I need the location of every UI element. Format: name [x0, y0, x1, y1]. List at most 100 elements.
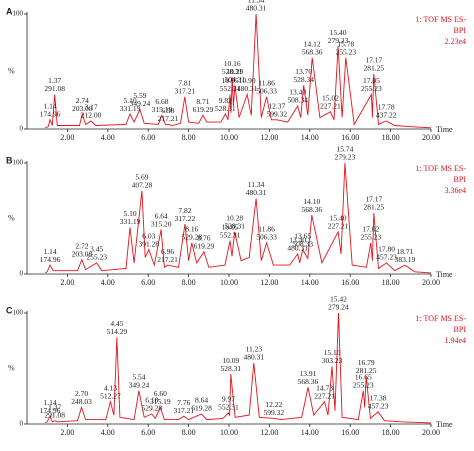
peak-mz: 315.19 [150, 397, 171, 406]
peak-mz: 528.34 [293, 75, 314, 84]
peak-mz: 514.29 [107, 327, 128, 336]
x-tick-label: 18.00 [382, 133, 400, 142]
peak-mz: 506.33 [256, 233, 277, 242]
peak-mz: 255.23 [86, 253, 107, 262]
peak-mz: 174.96 [40, 110, 61, 119]
peak-mz: 568.36 [298, 377, 319, 386]
peak-time: 9.82 [219, 96, 232, 105]
peak-time: 15.74 [337, 145, 354, 154]
x-tick-label: 14.00 [301, 278, 319, 287]
peak-mz: 203.08 [72, 249, 93, 258]
legend-text: BPI [454, 325, 467, 334]
x-tick-label: 20.00 [422, 428, 440, 437]
peak-time: 2.74 [76, 96, 89, 105]
legend-text: 1: TOF MS ES- [415, 314, 466, 323]
peak-mz: 281.25 [356, 366, 377, 375]
x-tick-label: 10.00 [220, 278, 238, 287]
y-axis-label: % [8, 213, 15, 222]
peak-time: 14.12 [304, 39, 321, 48]
peak-time: 15.40 [330, 28, 347, 37]
x-tick-label: 18.00 [382, 278, 400, 287]
peak-mz: 568.36 [302, 205, 323, 214]
peak-time: 9.97 [222, 395, 235, 404]
peak-mz: 317.22 [175, 214, 196, 223]
peak-mz: 217.21 [157, 255, 178, 264]
peak-mz: 281.25 [364, 64, 385, 73]
peak-time: 3.45 [90, 245, 103, 254]
legend-text: 1.94e4 [444, 336, 466, 345]
peak-mz: 281.25 [364, 203, 385, 212]
peak-time: 2.72 [75, 241, 88, 250]
peak-mz: 599.32 [267, 110, 288, 119]
peak-mz: 508.34 [287, 96, 308, 105]
peak-mz: 528.31 [224, 222, 245, 231]
peak-mz: 255.23 [361, 84, 382, 93]
peak-time: 4.45 [110, 319, 123, 328]
peak-time: 1.14 [43, 398, 56, 407]
x-tick-label: 20.00 [422, 133, 440, 142]
peak-mz: 174.96 [40, 406, 61, 415]
peak-mz: 255.23 [353, 380, 374, 389]
peak-mz: 528.31 [215, 104, 236, 113]
legend-text: 2.23e4 [444, 37, 466, 46]
peak-time: 5.69 [135, 172, 148, 181]
peak-mz: 529.28 [182, 233, 203, 242]
peak-time: 12.22 [265, 400, 282, 409]
x-tick-label: 10.00 [220, 428, 238, 437]
peak-time: 1.14 [43, 102, 56, 111]
x-tick-label: 16.00 [341, 133, 359, 142]
peak-time: 14.73 [316, 384, 333, 393]
x-tick-label: 4.00 [101, 278, 115, 287]
peak-time: 10.16 [224, 59, 241, 68]
peak-time: 15.42 [330, 295, 347, 304]
y-tick-label: 100 [13, 309, 24, 317]
peak-time: 6.68 [155, 97, 168, 106]
peak-time: 7.81 [178, 79, 191, 88]
peak-mz: 255.23 [360, 233, 381, 242]
peak-mz: 349.24 [130, 99, 151, 108]
panel-label: C [6, 305, 13, 315]
peak-mz: 317.21 [174, 87, 195, 96]
peak-mz: 248.03 [71, 397, 92, 406]
peak-mz: 217.21 [158, 114, 179, 123]
legend-text: 1: TOF MS ES- [415, 164, 466, 173]
peak-mz: 315.19 [152, 105, 173, 114]
peak-time: 1.37 [48, 402, 61, 411]
x-tick-label: 6.00 [141, 133, 155, 142]
x-tick-label: 6.00 [141, 428, 155, 437]
peak-time: 17.78 [378, 103, 395, 112]
peak-mz: 552.31 [220, 84, 241, 93]
peak-time: 16.65 [355, 372, 372, 381]
y-tick-label: 0 [20, 270, 24, 278]
panel-label: A [6, 6, 13, 16]
peak-mz: 568.36 [302, 47, 323, 56]
peak-time: 7.82 [178, 206, 191, 215]
y-axis-label: % [8, 363, 15, 372]
peak-mz: 349.24 [129, 380, 150, 389]
peak-time: 1.14 [43, 247, 56, 256]
x-tick-label: 4.00 [101, 133, 115, 142]
peak-time: 13.65 [294, 231, 311, 240]
peak-time: 5.10 [123, 96, 136, 105]
peak-time: 2.70 [75, 389, 88, 398]
x-tick-label: 16.00 [341, 428, 359, 437]
peak-mz: 480.31 [237, 84, 258, 93]
peak-time: 13.40 [289, 88, 306, 97]
peak-time: 8.16 [185, 225, 198, 234]
peak-mz: 552.31 [218, 403, 239, 412]
peak-mz: 508.33 [292, 239, 313, 248]
peak-mz: 552.31 [220, 230, 241, 239]
peak-mz: 529.28 [142, 404, 163, 413]
legend-text: 3.36e4 [444, 186, 466, 195]
x-tick-label: 2.00 [60, 428, 74, 437]
peak-mz: 383.19 [395, 255, 416, 264]
x-tick-label: 20.00 [422, 278, 440, 287]
peak-time: 17.05 [363, 76, 380, 85]
legend-text: BPI [454, 175, 467, 184]
y-axis-label: % [8, 66, 15, 75]
peak-mz: 291.08 [44, 410, 65, 419]
peak-mz: 619.29 [193, 105, 214, 114]
peak-time: 4.13 [104, 384, 117, 393]
peak-mz: 480.31 [244, 353, 265, 362]
